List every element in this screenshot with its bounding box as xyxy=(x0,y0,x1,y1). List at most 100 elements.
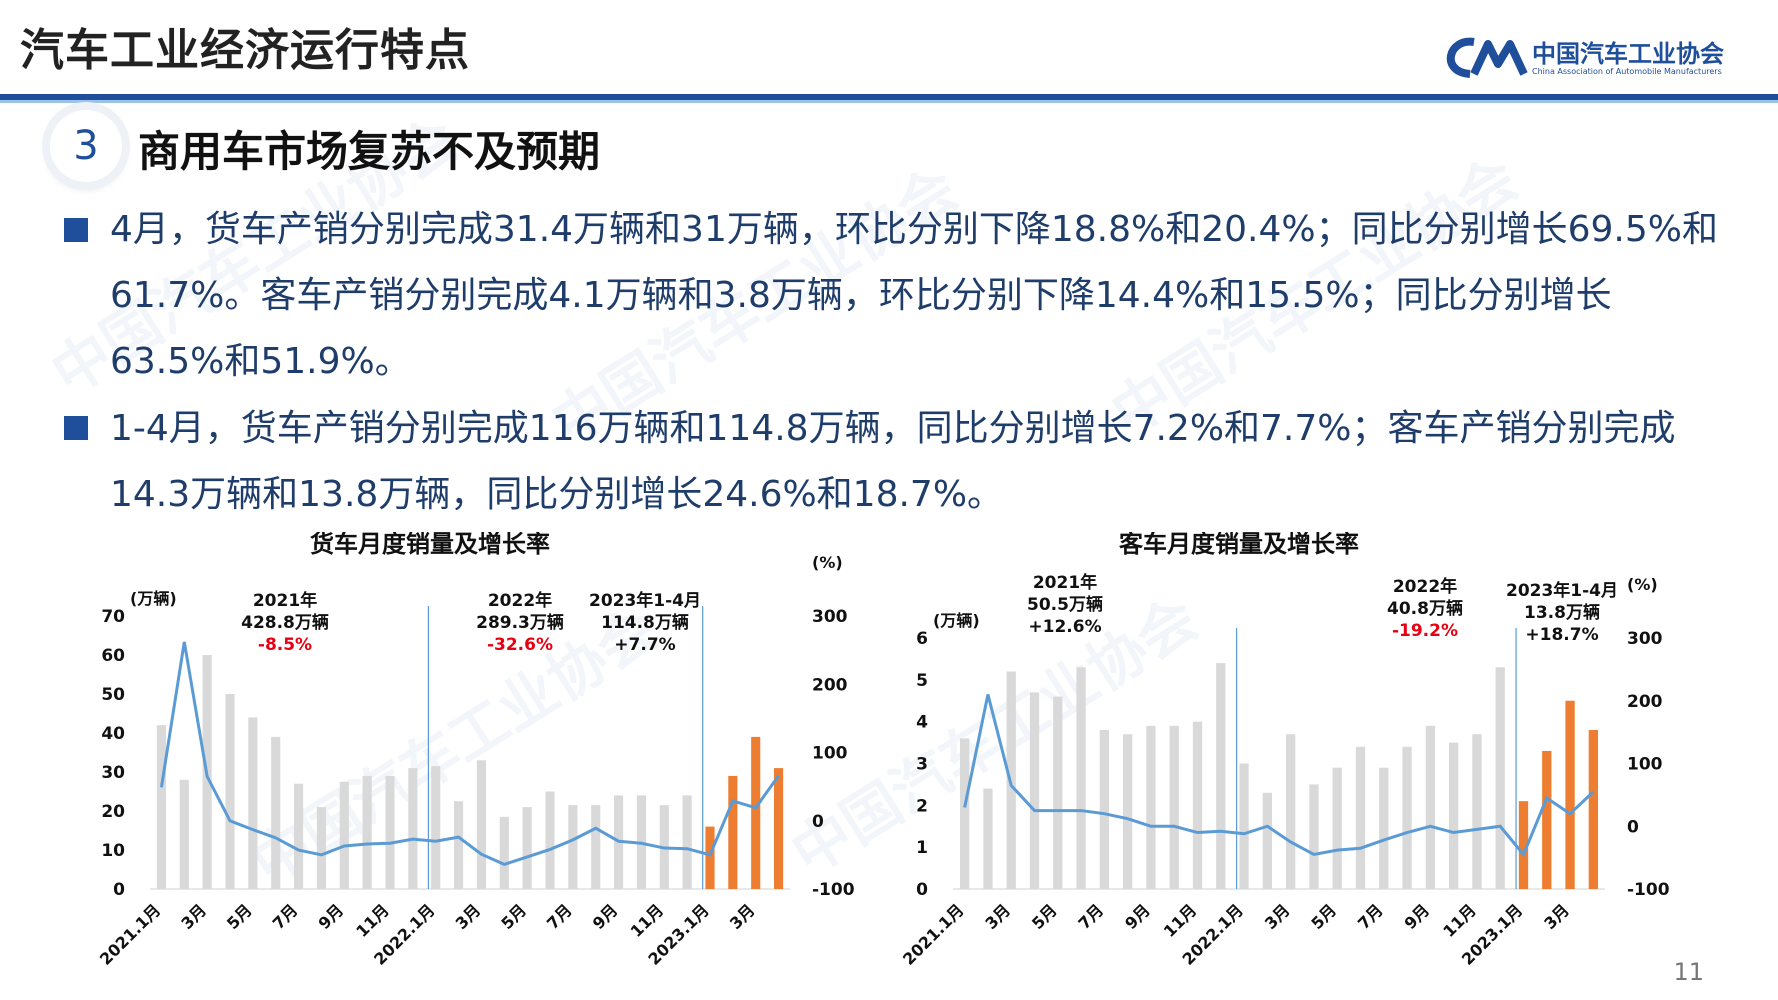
annotation-total: 13.8万辆 xyxy=(1524,602,1600,623)
left-tick-label: 5 xyxy=(916,671,928,691)
right-axis-unit: (%) xyxy=(1627,575,1658,594)
bullet-icon xyxy=(64,218,88,242)
x-tick-label: 2021.1月 xyxy=(96,900,164,968)
annotation-year: 2023年1-4月 xyxy=(1506,580,1618,601)
left-tick-label: 70 xyxy=(101,607,125,627)
sales-bar xyxy=(1285,734,1296,889)
x-tick-label: 3月 xyxy=(452,900,485,933)
sales-bar xyxy=(156,725,166,889)
sales-bar xyxy=(959,738,970,889)
section-number: 3 xyxy=(50,110,122,182)
sales-bar xyxy=(1425,725,1436,889)
right-tick-label: 0 xyxy=(1627,817,1639,837)
sales-bar xyxy=(983,788,993,889)
annotation-total: 50.5万辆 xyxy=(1027,594,1103,615)
left-axis-unit: (万辆) xyxy=(130,589,177,608)
chart-title: 客车月度销量及增长率 xyxy=(1119,532,1359,558)
x-tick-label: 5月 xyxy=(1028,900,1061,933)
paragraph-2: 1-4月，货车产销分别完成116万辆和114.8万辆，同比分别增长7.2%和7.… xyxy=(110,408,1676,515)
right-tick-label: -100 xyxy=(1627,880,1670,900)
sales-bar xyxy=(705,826,715,889)
x-tick-label: 9月 xyxy=(314,900,347,933)
sales-bar xyxy=(1216,663,1226,889)
sales-bar xyxy=(1146,725,1156,889)
truck-sales-chart: 货车月度销量及增长率(万辆)(%)70605040302010030020010… xyxy=(96,532,855,969)
left-tick-label: 20 xyxy=(101,802,125,822)
sales-bar xyxy=(1332,767,1342,889)
sales-bar xyxy=(1542,750,1552,889)
x-tick-label: 3月 xyxy=(981,900,1014,933)
logo-en-text: China Association of Automobile Manufact… xyxy=(1532,67,1722,76)
left-tick-label: 2 xyxy=(916,796,928,816)
annotation-year: 2023年1-4月 xyxy=(589,590,701,611)
left-tick-label: 40 xyxy=(101,724,125,744)
sales-bar xyxy=(1169,725,1179,889)
left-axis-unit: (万辆) xyxy=(933,611,980,630)
right-tick-label: 100 xyxy=(812,744,848,764)
sales-bar xyxy=(1402,746,1412,889)
left-tick-label: 3 xyxy=(916,755,928,775)
sales-bar xyxy=(1588,730,1599,889)
x-tick-label: 9月 xyxy=(1401,900,1434,933)
sales-bar xyxy=(1565,700,1575,889)
annotation-growth: +7.7% xyxy=(614,635,675,655)
sales-bar xyxy=(728,775,738,889)
annotation-growth: +18.7% xyxy=(1525,625,1598,645)
annotation-total: 114.8万辆 xyxy=(601,612,689,633)
left-tick-label: 0 xyxy=(916,880,928,900)
x-tick-label: 9月 xyxy=(589,900,622,933)
right-tick-label: 200 xyxy=(1627,692,1663,712)
left-tick-label: 4 xyxy=(916,713,928,733)
left-tick-label: 60 xyxy=(101,646,125,666)
sales-bar xyxy=(1053,696,1063,889)
left-tick-label: 50 xyxy=(101,685,125,705)
x-tick-label: 3月 xyxy=(1540,900,1573,933)
sales-bar xyxy=(339,781,349,889)
right-tick-label: 100 xyxy=(1627,755,1663,775)
sales-bar xyxy=(431,766,441,889)
x-tick-label: 11月 xyxy=(1439,900,1480,941)
sales-bar xyxy=(1472,734,1482,889)
annotation-growth: -32.6% xyxy=(487,635,553,655)
x-tick-label: 2021.1月 xyxy=(899,900,967,968)
left-tick-label: 0 xyxy=(113,880,125,900)
annotation-growth: -8.5% xyxy=(258,635,312,655)
annotation-year: 2022年 xyxy=(1393,576,1457,597)
sales-bar xyxy=(1518,801,1529,889)
logo-cn-text: 中国汽车工业协会 xyxy=(1532,40,1724,68)
right-tick-label: 300 xyxy=(1627,629,1663,649)
sales-bar xyxy=(1355,746,1366,889)
x-tick-label: 5月 xyxy=(497,900,530,933)
sales-bar xyxy=(385,775,395,889)
annotation-year: 2021年 xyxy=(1033,572,1097,593)
sales-bar xyxy=(408,768,418,889)
sales-bar xyxy=(499,816,509,889)
paragraph-1: 4月，货车产销分别完成31.4万辆和31万辆，环比分别下降18.8%和20.4%… xyxy=(110,209,1718,382)
sales-bar xyxy=(751,736,761,889)
right-axis-unit: (%) xyxy=(812,553,843,572)
sales-bar xyxy=(1076,667,1086,889)
right-tick-label: 0 xyxy=(812,812,824,832)
sales-bar xyxy=(1122,734,1133,889)
sales-bar xyxy=(1495,667,1505,889)
sales-bar xyxy=(568,805,578,889)
sales-bar xyxy=(1239,763,1249,889)
x-tick-label: 11月 xyxy=(1160,900,1201,941)
sales-bar xyxy=(316,807,326,889)
annotation-growth: -19.2% xyxy=(1392,621,1458,641)
sales-bar xyxy=(1192,721,1203,889)
left-tick-label: 30 xyxy=(101,763,125,783)
x-tick-label: 3月 xyxy=(1261,900,1294,933)
sales-bar xyxy=(1448,742,1459,889)
x-tick-label: 3月 xyxy=(726,900,759,933)
cam-logo-icon xyxy=(1446,37,1528,78)
sales-bar xyxy=(1309,784,1319,889)
page-number: 11 xyxy=(1673,958,1704,986)
x-tick-label: 5月 xyxy=(223,900,256,933)
sales-bar xyxy=(1262,792,1273,889)
sales-bar xyxy=(1099,730,1110,889)
x-tick-label: 9月 xyxy=(1121,900,1154,933)
x-tick-label: 7月 xyxy=(269,900,302,933)
sales-bar xyxy=(294,783,304,889)
x-tick-label: 11月 xyxy=(352,900,393,941)
